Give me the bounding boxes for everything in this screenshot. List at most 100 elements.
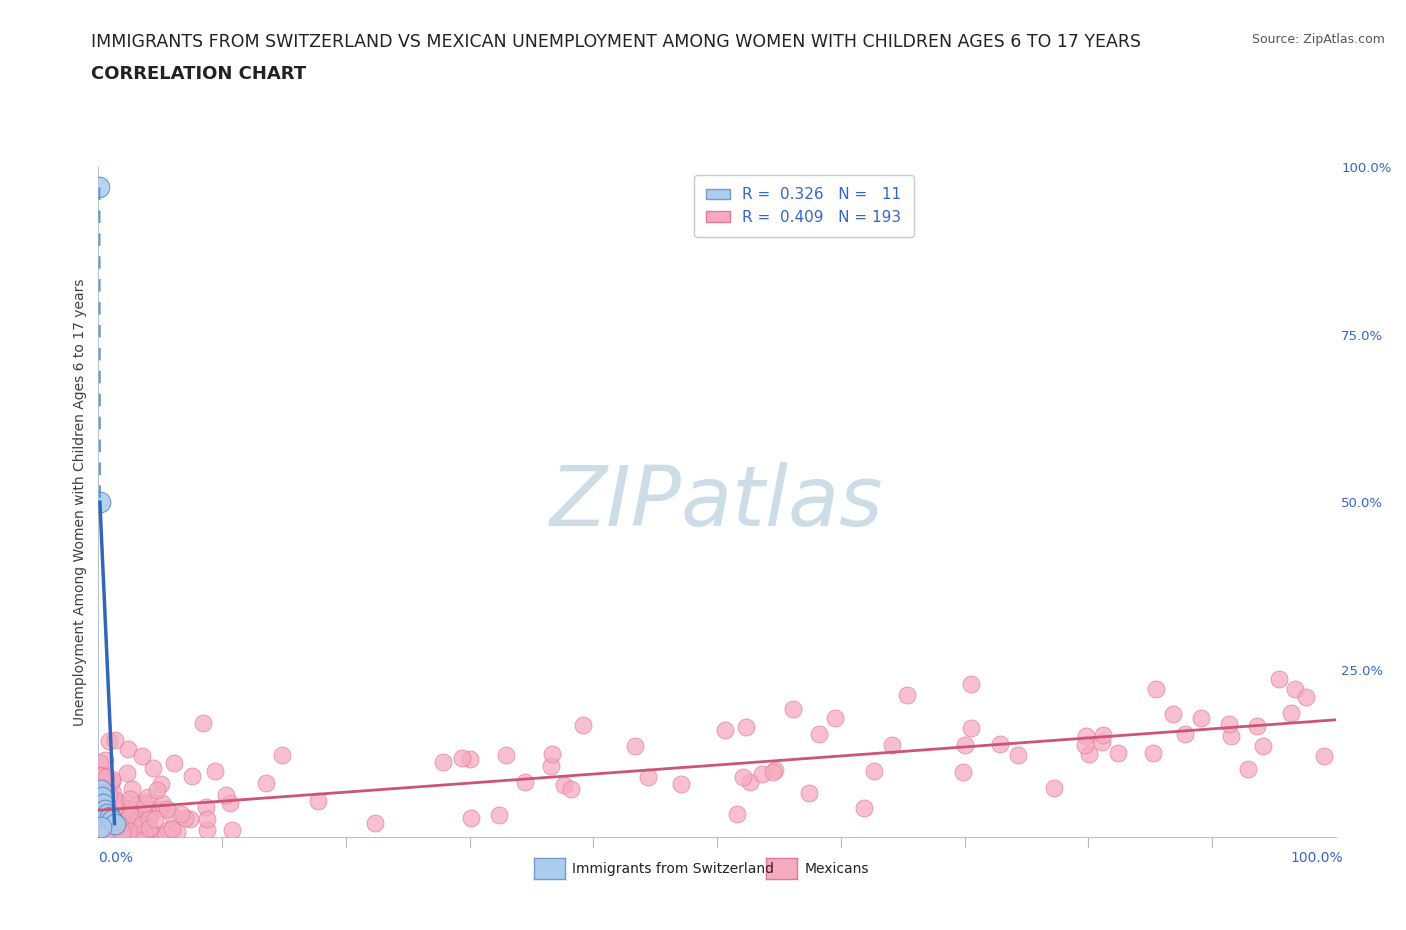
Point: [624, 738, 647, 753]
Point: [118, 801, 141, 816]
Point: [191, 716, 214, 731]
Point: [953, 737, 976, 752]
Point: [714, 723, 737, 737]
Point: [824, 711, 846, 725]
Point: [150, 795, 173, 810]
Point: [101, 771, 124, 786]
Point: [89, 784, 111, 799]
Point: [110, 797, 132, 812]
Point: [125, 818, 148, 833]
Point: [90, 809, 112, 824]
Point: [118, 792, 141, 807]
Point: [89, 821, 111, 836]
Point: [118, 824, 141, 839]
Point: [90, 783, 112, 798]
Point: [432, 755, 454, 770]
Point: [98, 787, 121, 802]
Point: [142, 761, 165, 776]
Point: [108, 822, 131, 837]
Point: [221, 822, 243, 837]
Point: [157, 823, 180, 838]
Point: [115, 802, 138, 817]
Point: [100, 825, 122, 840]
Point: [125, 798, 148, 813]
Point: [782, 702, 804, 717]
Point: [174, 810, 197, 825]
Legend: R =  0.326   N =   11, R =  0.409   N = 193: R = 0.326 N = 11, R = 0.409 N = 193: [693, 175, 914, 237]
Point: [128, 826, 150, 841]
Point: [115, 826, 138, 841]
Point: [96, 770, 118, 785]
Point: [117, 765, 139, 780]
Point: [93, 803, 115, 817]
Point: [560, 781, 582, 796]
Point: [91, 808, 114, 823]
Point: [143, 811, 166, 826]
Point: [128, 818, 150, 833]
Point: [94, 817, 117, 831]
Point: [1279, 706, 1302, 721]
Point: [1189, 711, 1212, 725]
Point: [98, 800, 121, 815]
Point: [1218, 717, 1240, 732]
Point: [107, 825, 129, 840]
Point: [97, 821, 120, 836]
Point: [1142, 745, 1164, 760]
Point: [733, 770, 755, 785]
Point: [132, 796, 155, 811]
Point: [138, 808, 160, 823]
Point: [89, 495, 111, 510]
Point: [90, 791, 112, 806]
Point: [195, 823, 218, 838]
Point: [98, 826, 121, 841]
Point: [115, 826, 138, 841]
Point: [98, 810, 121, 825]
Point: [90, 769, 112, 784]
Point: [100, 826, 122, 841]
Point: [101, 820, 124, 835]
Text: IMMIGRANTS FROM SWITZERLAND VS MEXICAN UNEMPLOYMENT AMONG WOMEN WITH CHILDREN AG: IMMIGRANTS FROM SWITZERLAND VS MEXICAN U…: [91, 33, 1142, 50]
Point: [765, 763, 787, 777]
Point: [215, 788, 238, 803]
Point: [862, 764, 884, 779]
Point: [637, 770, 659, 785]
Point: [98, 819, 121, 834]
Point: [307, 793, 329, 808]
Point: [101, 813, 124, 828]
Point: [98, 734, 121, 749]
Point: [128, 819, 150, 834]
Point: [91, 789, 114, 804]
Point: [1161, 707, 1184, 722]
Point: [797, 786, 820, 801]
Point: [725, 807, 748, 822]
Point: [218, 796, 240, 811]
Point: [131, 802, 153, 817]
Point: [669, 777, 692, 791]
Point: [134, 826, 156, 841]
Point: [1107, 745, 1129, 760]
Point: [96, 822, 118, 837]
Point: [91, 817, 114, 832]
Point: [93, 822, 115, 837]
Point: [93, 819, 115, 834]
Point: [110, 811, 132, 826]
Point: [87, 768, 110, 783]
Text: Source: ZipAtlas.com: Source: ZipAtlas.com: [1251, 33, 1385, 46]
Point: [1268, 672, 1291, 687]
Point: [1295, 690, 1317, 705]
Point: [110, 817, 132, 832]
Point: [155, 826, 177, 841]
Point: [93, 753, 115, 768]
Point: [89, 802, 111, 817]
Point: [112, 823, 135, 838]
Point: [90, 798, 112, 813]
Point: [111, 826, 134, 841]
Point: [115, 826, 138, 841]
Point: [97, 826, 120, 841]
Point: [98, 804, 121, 819]
Text: ZIPatlas: ZIPatlas: [550, 461, 884, 543]
Point: [138, 822, 160, 837]
Point: [93, 823, 115, 838]
Point: [162, 809, 184, 824]
Point: [488, 808, 510, 823]
